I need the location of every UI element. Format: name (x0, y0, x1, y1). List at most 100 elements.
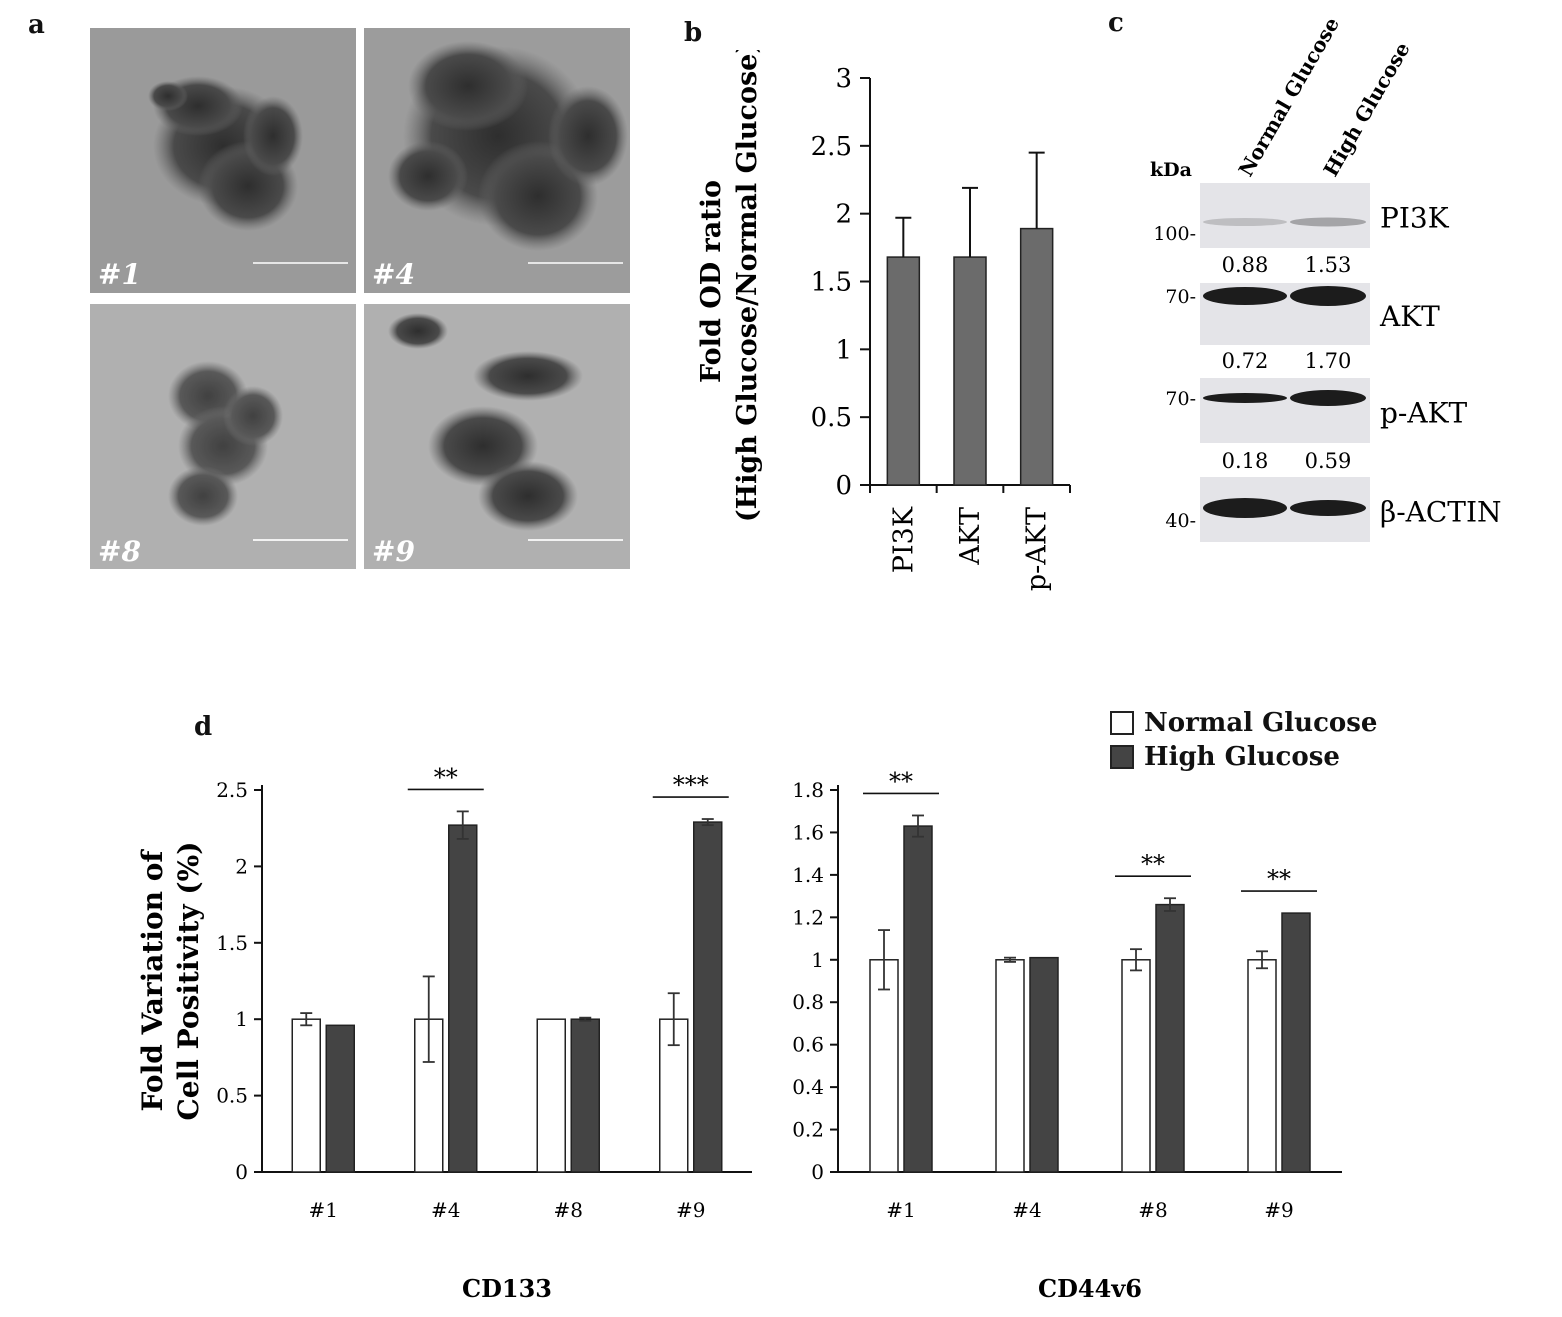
bar-high (1029, 956, 1059, 1173)
x-tick-label: #1 (309, 1198, 338, 1222)
bar-high (693, 821, 723, 1173)
legend-swatch-normal (1110, 711, 1134, 735)
y-axis-title: Fold OD ratio (High Glucose/Normal Glucos… (696, 50, 763, 522)
bar-high (1281, 912, 1311, 1173)
band-normal (1203, 218, 1287, 226)
kda-marker: 40- (1165, 510, 1196, 532)
chart-d-cd44v6: 0 0.2 0.4 0.6 0.8 1 1.2 1.4 1.6 1.8 #1 ** #4 #8 ** #9 **… (792, 767, 1342, 1303)
y-tick-label: 2.5 (811, 132, 852, 162)
chart-b: 0 0.5 1 1.5 2 2.5 3 PI3K AKT p-AKT Fold OD ratio (H… (696, 50, 1071, 591)
chart-d-cd133: 0 0.5 1 1.5 2 2.5 #1 #4 ** #8 #9 *** CD133 Fold Varia… (136, 763, 752, 1303)
x-tick-label: AKT (955, 507, 986, 566)
x-tick-label: #9 (1264, 1198, 1293, 1222)
significance-marker: ** (1141, 850, 1165, 878)
panel-label-c: c (1108, 8, 1124, 38)
blot-protein-label: β-ACTIN (1380, 496, 1502, 529)
x-tick-label: #8 (1138, 1198, 1167, 1222)
band-high (1290, 500, 1366, 516)
y-tick-label: 0.5 (216, 1084, 248, 1108)
y-tick-label: 2 (835, 200, 852, 230)
y-tick-label: 0 (235, 1160, 248, 1184)
band-normal (1203, 287, 1287, 305)
band-ratio: 0.72 (1222, 349, 1269, 373)
y-tick-label: 1.5 (811, 268, 852, 298)
blot-strip (1200, 378, 1370, 443)
legend-item-normal: Normal Glucose (1110, 706, 1377, 740)
panel-label-d: d (194, 712, 213, 742)
x-tick-label: p-AKT (1022, 507, 1053, 591)
y-tick-label: 0.4 (792, 1075, 824, 1099)
bar-normal (1121, 959, 1151, 1173)
legend-label-normal: Normal Glucose (1144, 708, 1378, 738)
legend: Normal Glucose High Glucose (1110, 706, 1377, 774)
y-tick-label: 1 (811, 948, 824, 972)
micrograph-label-9: #9 (372, 535, 415, 568)
x-tick-label: #9 (676, 1198, 705, 1222)
band-ratio: 0.59 (1305, 449, 1352, 473)
bar-high (448, 824, 478, 1173)
legend-label-high: High Glucose (1144, 742, 1340, 772)
band-normal (1203, 393, 1287, 403)
bar-high (903, 825, 933, 1173)
y-tick-label: 0.2 (792, 1118, 824, 1142)
micrograph-1: #1 (90, 28, 356, 293)
legend-swatch-high (1110, 745, 1134, 769)
y-tick-label: 0.8 (792, 990, 824, 1014)
significance-marker: ** (1267, 865, 1291, 893)
micrograph-label-4: #4 (372, 258, 415, 291)
micrograph-9: #9 (364, 304, 630, 569)
kda-marker: 70- (1165, 286, 1196, 308)
y-tick-label: 0 (811, 1160, 824, 1184)
band-high (1290, 217, 1366, 227)
x-axis-title: CD133 (462, 1274, 552, 1303)
significance-marker: *** (673, 771, 709, 799)
micrograph-label-1: #1 (98, 258, 141, 291)
y-tick-label: 1.2 (792, 905, 824, 929)
panel-label-a: a (28, 10, 45, 40)
y-tick-label: 1.4 (792, 863, 824, 887)
bar-normal (869, 959, 899, 1173)
micrograph-4: #4 (364, 28, 630, 293)
bar-normal (1247, 959, 1277, 1173)
x-tick-label: PI3K (888, 506, 919, 573)
y-tick-label: 1.6 (792, 820, 824, 844)
blot-col-high: High Glucose (1319, 38, 1415, 181)
x-tick-label: #4 (1012, 1198, 1041, 1222)
y-tick-label: 2 (235, 854, 248, 878)
band-ratio: 0.88 (1222, 253, 1269, 277)
kda-label: kDa (1150, 159, 1192, 181)
blot-protein-label: AKT (1379, 300, 1440, 333)
y-tick-label: 1.8 (792, 778, 824, 802)
band-ratio: 1.53 (1305, 253, 1352, 277)
panel-label-b: b (684, 18, 703, 48)
y-tick-label: 1.5 (216, 931, 248, 955)
bar (886, 256, 921, 486)
kda-marker: 100- (1153, 223, 1196, 245)
y-tick-label: 1 (235, 1007, 248, 1031)
bar-high (1155, 903, 1185, 1173)
significance-marker: ** (889, 767, 913, 795)
bar (1019, 227, 1054, 486)
y-tick-label: 0.5 (811, 403, 852, 433)
y-tick-label: 0 (835, 471, 852, 501)
bar-normal (995, 959, 1025, 1173)
band-high (1290, 286, 1366, 306)
band-ratio: 1.70 (1305, 349, 1352, 373)
x-tick-label: #8 (554, 1198, 583, 1222)
band-high (1290, 390, 1366, 406)
bar-high (325, 1024, 355, 1173)
band-normal (1203, 498, 1287, 518)
y-tick-label: 2.5 (216, 778, 248, 802)
micrograph-grid: #1 #4 #8 # (90, 28, 630, 569)
x-tick-label: #1 (886, 1198, 915, 1222)
bar (953, 256, 987, 486)
y-axis-title: Fold Variation of Cell Positivity (%) (136, 841, 205, 1120)
micrograph-8: #8 (90, 304, 356, 569)
blot-strip (1200, 183, 1370, 248)
significance-marker: ** (434, 763, 458, 791)
legend-item-high: High Glucose (1110, 740, 1377, 774)
y-tick-label: 1 (835, 335, 852, 365)
kda-marker: 70- (1165, 388, 1196, 410)
x-tick-label: #4 (431, 1198, 460, 1222)
y-tick-label: 0.6 (792, 1033, 824, 1057)
